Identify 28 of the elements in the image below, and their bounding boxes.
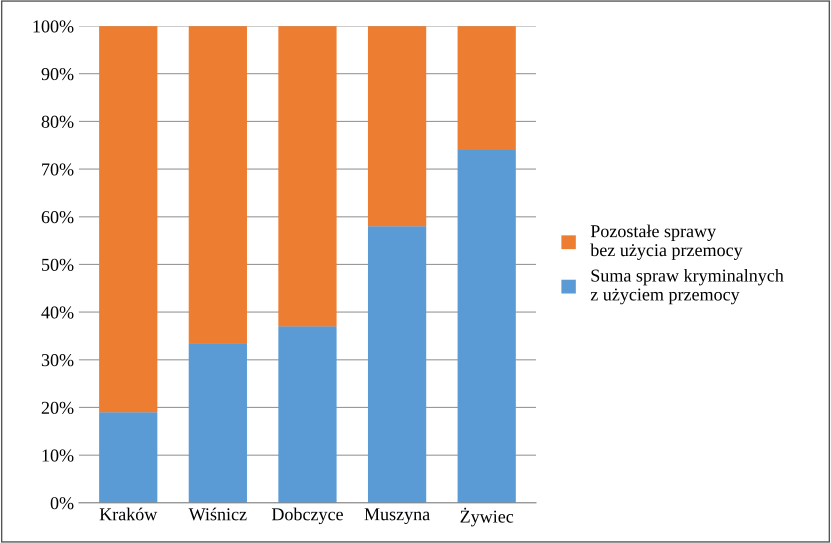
y-tick-label: 0% xyxy=(50,497,74,510)
bar xyxy=(188,343,247,503)
x-tick-label: Wiśnicz xyxy=(188,508,247,520)
y-tick-label: 10% xyxy=(42,449,74,462)
y-tick-label: 40% xyxy=(41,306,74,319)
legend-label: Suma spraw kryminalnych z użyciem przemocy xyxy=(590,268,784,304)
y-tick-label: 50% xyxy=(42,258,74,271)
y-tick-label: 20% xyxy=(42,402,74,414)
bar xyxy=(368,226,426,503)
legend-label: Pozostałe sprawy bez użycia przemocy xyxy=(590,224,743,260)
bar xyxy=(99,412,158,503)
bar xyxy=(458,150,516,503)
bar xyxy=(278,326,337,503)
y-tick-label: 100% xyxy=(34,20,74,33)
bar xyxy=(368,26,426,226)
x-tick-label: Kraków xyxy=(100,508,158,520)
x-tick-label: Muszyna xyxy=(364,508,430,524)
x-tick-label: Dobczyce xyxy=(272,508,343,524)
bar xyxy=(458,26,516,150)
y-tick-label: 60% xyxy=(42,211,74,224)
y-tick-label: 90% xyxy=(42,68,74,80)
bar xyxy=(99,26,158,412)
bar xyxy=(278,26,337,326)
y-tick-label: 80% xyxy=(42,116,74,128)
x-tick-label: Żywiec xyxy=(460,508,514,526)
bar xyxy=(188,26,247,344)
y-tick-label: 30% xyxy=(42,354,74,366)
y-tick-label: 70% xyxy=(42,163,74,176)
